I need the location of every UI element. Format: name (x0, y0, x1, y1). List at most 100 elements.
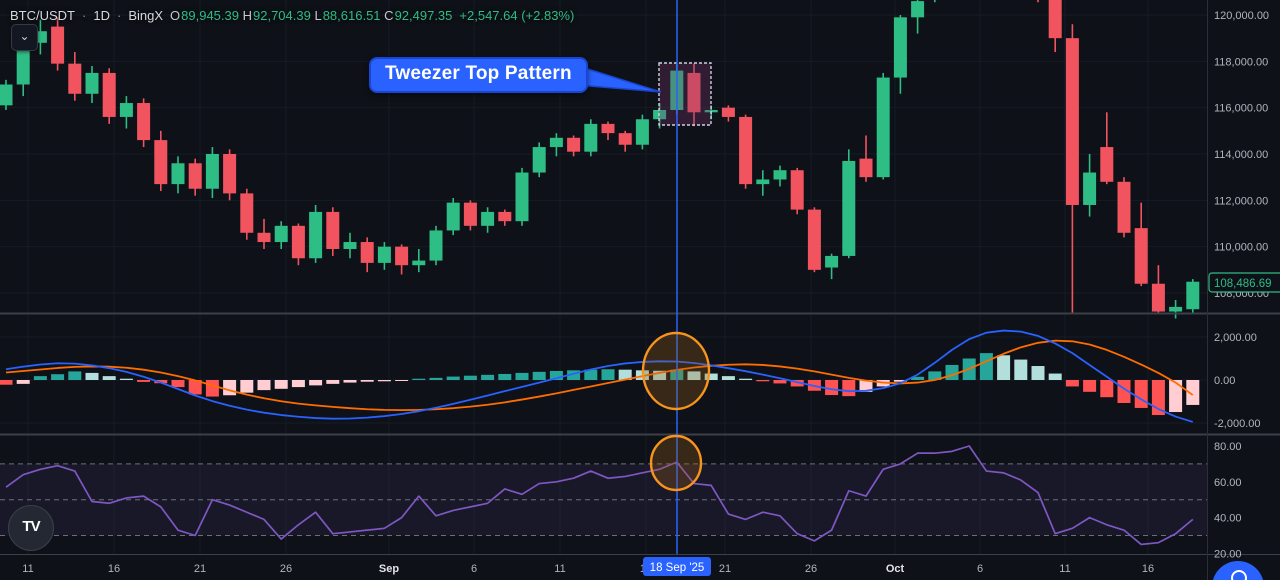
rsi-tick-label: 80.00 (1214, 441, 1242, 453)
interval-label[interactable]: 1D (93, 8, 110, 23)
macd-histogram-bar (567, 370, 581, 380)
macd-histogram-bar (773, 380, 787, 384)
macd-histogram-bar (549, 370, 563, 380)
macd-histogram-bar (893, 380, 907, 382)
macd-histogram-bar (102, 376, 116, 380)
candle-body (326, 211, 340, 249)
time-tick-label: 6 (471, 563, 477, 575)
macd-histogram-bar (532, 371, 546, 380)
macd-histogram-bar (515, 372, 529, 380)
time-tick-label: Oct (886, 563, 905, 575)
last-price-text: 108,486.69 (1214, 278, 1272, 290)
candle-body (1151, 283, 1165, 312)
candle-body (601, 123, 615, 134)
candle-body (1065, 38, 1079, 205)
time-tick-label: 26 (805, 563, 817, 575)
annotation-pointer (577, 64, 662, 93)
macd-histogram-bar (1048, 373, 1062, 380)
candle-body (498, 211, 512, 222)
candle-body (1134, 228, 1148, 284)
macd-highlight-circle[interactable] (641, 331, 711, 411)
candle-body (291, 225, 305, 259)
macd-histogram-bar (16, 380, 30, 384)
macd-histogram-bar (687, 371, 701, 380)
rsi-tick-label: 60.00 (1214, 477, 1242, 489)
time-tick-label: 16 (1142, 563, 1154, 575)
candle-body (119, 103, 133, 117)
candle-body (807, 209, 821, 270)
ohlc-item: O 89,945.39 (170, 8, 239, 23)
candle-body (1117, 181, 1131, 233)
rsi-band (0, 463, 1207, 536)
candle-body (429, 230, 443, 261)
candle-body (274, 225, 288, 243)
candle-body (1186, 281, 1200, 310)
time-tick-label: 6 (977, 563, 983, 575)
candle-body (240, 193, 254, 233)
macd-histogram-bar (704, 373, 718, 380)
macd-histogram-bar (1031, 366, 1045, 380)
macd-histogram-bar (240, 380, 254, 393)
macd-histogram-bar (326, 380, 340, 384)
candle-body (102, 72, 116, 117)
candle-body (171, 163, 185, 185)
chevron-down-icon: ⌄ (19, 29, 30, 43)
macd-histogram-bar (859, 380, 873, 392)
ohlc-item: C 92,497.35 (384, 8, 453, 23)
macd-histogram-bar (842, 380, 856, 397)
macd-histogram-bar (584, 369, 598, 380)
macd-histogram-bar (945, 364, 959, 380)
tradingview-watermark-logo[interactable]: TV (8, 505, 54, 551)
candle-body (33, 31, 47, 43)
candle-body (515, 172, 529, 222)
candle-body (739, 116, 753, 185)
collapse-panel-button[interactable]: ⌄ (11, 24, 38, 51)
candle-body (859, 158, 873, 178)
candle-body (635, 119, 649, 145)
macd-histogram-bar (979, 353, 993, 380)
price-axis-labels[interactable]: 120,000.00 118,000.00 116,000.00 114,000.00… (1214, 10, 1269, 560)
separator-dot: · (116, 8, 122, 23)
current-price-badge: 108,486.69 (1208, 272, 1280, 293)
macd-histogram-bar (1065, 380, 1079, 387)
tweezer-top-annotation[interactable]: Tweezer Top Pattern (369, 57, 588, 93)
macd-histogram-bar (85, 372, 99, 380)
time-tick-label: 11 (1059, 563, 1070, 575)
tweezer-highlight-box[interactable] (658, 62, 712, 126)
price-tick-label: 114,000.00 (1214, 149, 1268, 161)
candle-body (1048, 0, 1062, 39)
macd-histogram-bar (274, 380, 288, 389)
candle-body (412, 260, 426, 266)
time-tick-label: 26 (280, 563, 292, 575)
support-chat-button[interactable] (1212, 561, 1264, 580)
ohlc-item: L 88,616.51 (314, 8, 381, 23)
rsi-tick-label: 20.00 (1214, 548, 1242, 560)
candle-body (876, 77, 890, 178)
macd-tick-label: -2,000.00 (1214, 418, 1260, 430)
candlestick-series[interactable] (0, 0, 1200, 319)
macd-histogram-bar (257, 380, 271, 391)
time-tick-label: 11 (22, 563, 33, 575)
macd-histogram-bar (1134, 380, 1148, 408)
candle-body (446, 202, 460, 231)
rsi-highlight-circle[interactable] (649, 434, 703, 492)
ohlc-values: O 89,945.39 H 92,704.39 L 88,616.51 C 92,497… (170, 8, 452, 23)
symbol-name[interactable]: BTC/USDT (10, 8, 75, 23)
macd-histogram-bar (790, 380, 804, 387)
macd-histogram-bar (171, 380, 185, 388)
macd-histogram-bar (291, 380, 305, 388)
pane-separators[interactable] (0, 312, 1280, 555)
macd-histogram-bar (721, 376, 735, 380)
candle-body (154, 140, 168, 185)
candle-body (1083, 172, 1097, 205)
exchange-label[interactable]: BingX (128, 8, 164, 23)
macd-histogram-bar (137, 380, 151, 382)
time-axis-labels[interactable]: 11162126Sep611162126Oct61116 (22, 563, 1154, 575)
macd-histogram-bar (205, 380, 219, 397)
candle-body (532, 147, 546, 173)
candle-body (377, 246, 391, 263)
macd-histogram-bar (188, 380, 202, 395)
macd-histogram-bar (1014, 359, 1028, 380)
candle-body (842, 160, 856, 256)
